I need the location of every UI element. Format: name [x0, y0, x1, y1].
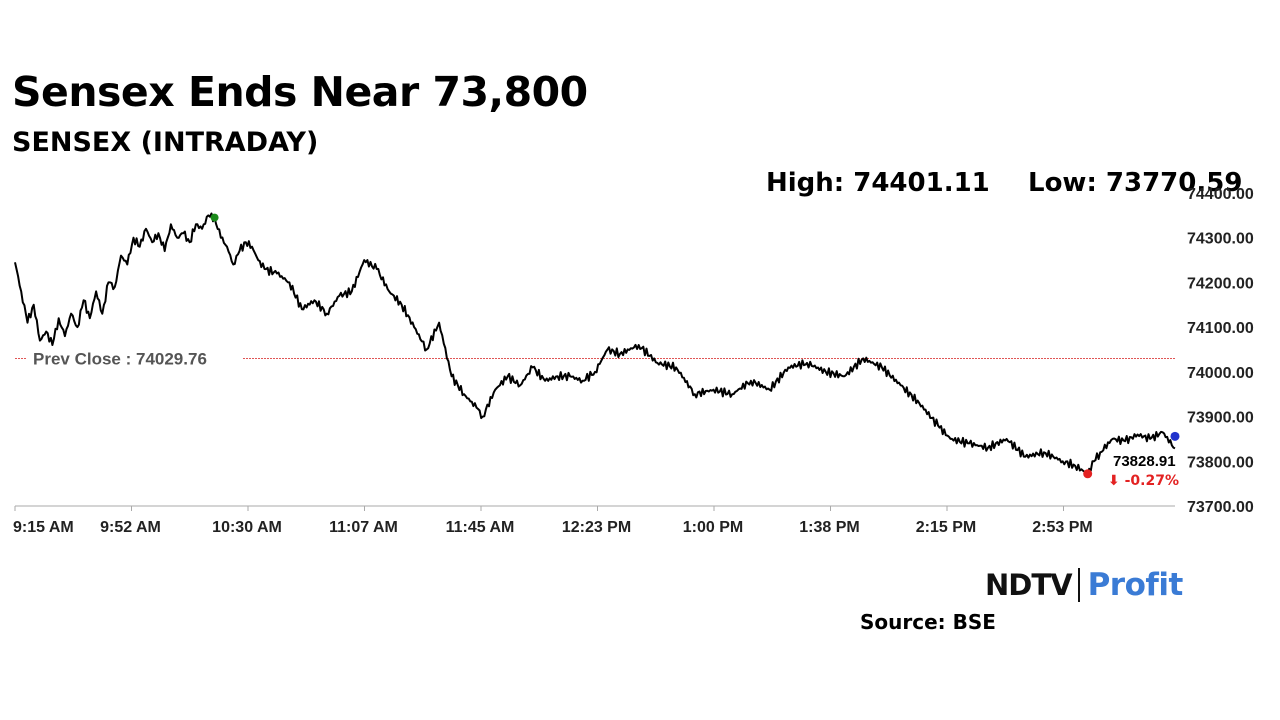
- x-tick-label-6: 1:00 PM: [683, 519, 743, 536]
- x-tick-label-4: 11:45 AM: [446, 519, 515, 536]
- day-low: Low: 73770.59: [1028, 168, 1243, 198]
- x-tick-label-5: 12:23 PM: [562, 519, 631, 536]
- x-axis-labels: 9:15 AM 9:52 AM 10:30 AM 11:07 AM 11:45 AM 12…: [13, 519, 1093, 536]
- x-tick-label-3: 11:07 AM: [329, 519, 398, 536]
- low-marker: [1083, 469, 1093, 479]
- x-tick-label-0: 9:15 AM: [13, 519, 74, 536]
- x-tick-label-2: 10:30 AM: [212, 519, 282, 536]
- y-tick-label-0: 74400.00: [1187, 186, 1254, 203]
- x-tick-label-7: 1:38 PM: [799, 519, 859, 536]
- brand-ndtv: NDTV: [985, 568, 1073, 602]
- y-tick-label-6: 73800.00: [1187, 454, 1254, 471]
- x-tick-label-1: 9:52 AM: [100, 519, 161, 536]
- last-marker: [1170, 431, 1180, 441]
- y-tick-label-2: 74200.00: [1187, 275, 1254, 292]
- brand-profit: Profit: [1087, 567, 1184, 603]
- y-tick-label-1: 74300.00: [1187, 231, 1254, 248]
- prev-close-label-bg: [26, 346, 242, 371]
- prev-close-label: Prev Close : 74029.76: [33, 350, 207, 369]
- chart-subtitle: SENSEX (INTRADAY): [12, 127, 319, 158]
- headline: Sensex Ends Near 73,800: [12, 68, 588, 116]
- x-tick-label-9: 2:53 PM: [1032, 519, 1092, 536]
- high-marker: [210, 213, 219, 222]
- last-value-label: 73828.91: [1113, 453, 1176, 470]
- source-note: Source: BSE: [860, 610, 996, 634]
- ndtv-profit-logo: NDTV Profit: [985, 565, 1183, 605]
- series-line-sensex: [14, 212, 1176, 475]
- x-tick-label-8: 2:15 PM: [916, 519, 976, 536]
- y-tick-label-3: 74100.00: [1187, 320, 1254, 337]
- x-axis-ticks: [14, 506, 1064, 511]
- y-axis-labels: 74400.00 74300.00 74200.00 74100.00 74000.00…: [1187, 186, 1254, 516]
- y-tick-label-4: 74000.00: [1187, 365, 1254, 382]
- change-label: ⬇ -0.27%: [1108, 473, 1179, 489]
- brand-divider: [1077, 568, 1080, 602]
- y-tick-label-5: 73900.00: [1187, 410, 1254, 427]
- day-high: High: 74401.11: [766, 168, 990, 198]
- y-tick-label-7: 73700.00: [1187, 499, 1254, 516]
